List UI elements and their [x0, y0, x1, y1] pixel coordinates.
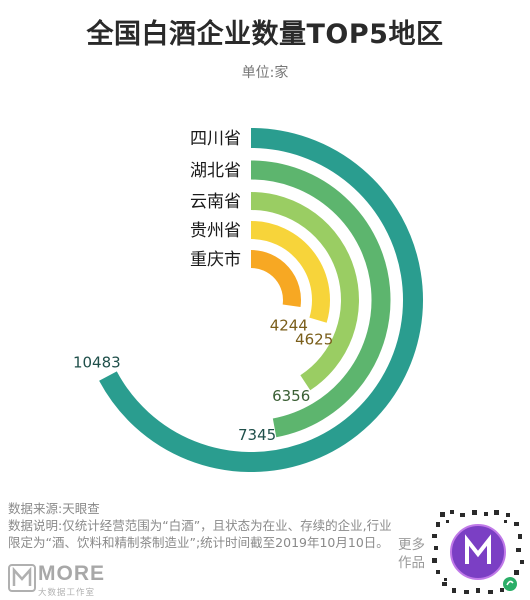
- more-works-line-2: 作品: [398, 555, 425, 571]
- logo-subtitle: 大数据工作室: [38, 588, 96, 598]
- category-label-3: 云南省: [190, 192, 241, 212]
- data-note-line-1: 数据说明:仅统计经营范围为“白酒”，且状态为在业、存续的企业,行业: [8, 518, 392, 533]
- logo-word: MORE: [38, 562, 105, 585]
- more-works-line-1: 更多: [398, 537, 425, 553]
- chart-arcs: [99, 128, 423, 472]
- category-label-4: 贵州省: [190, 221, 241, 241]
- arc-bar-4: [250, 221, 330, 323]
- data-note-line-2: 限定为“酒、饮料和精制茶制造业”;统计时间截至2019年10月10日。: [8, 535, 389, 550]
- value-label-5: 4244: [270, 316, 308, 334]
- arc-bar-5: [250, 250, 301, 307]
- value-label-4: 4625: [295, 331, 333, 349]
- more-works-label: 更多 作品: [398, 536, 432, 572]
- value-label-1: 10483: [73, 353, 121, 371]
- footer-notes: 数据来源:天眼查 数据说明:仅统计经营范围为“白酒”，且状态为在业、存续的企业,…: [8, 500, 398, 551]
- logo-mark-icon: [8, 564, 36, 592]
- arc-bar-1: [99, 128, 423, 472]
- value-label-3: 6356: [272, 387, 310, 405]
- category-label-2: 湖北省: [190, 161, 241, 181]
- mini-program-qr-code-icon[interactable]: [430, 508, 526, 598]
- data-source: 数据来源:天眼查: [8, 501, 100, 516]
- value-label-2: 7345: [238, 426, 276, 444]
- arc-bar-2: [250, 160, 391, 438]
- category-label-5: 重庆市: [190, 250, 241, 270]
- category-label-1: 四川省: [190, 129, 241, 149]
- chart-subtitle: 单位:家: [241, 65, 289, 81]
- chart-title: 全国白酒企业数量TOP5地区: [86, 19, 444, 50]
- arc-bar-3: [250, 192, 359, 391]
- more-studio-logo: MORE 大数据工作室: [8, 562, 128, 598]
